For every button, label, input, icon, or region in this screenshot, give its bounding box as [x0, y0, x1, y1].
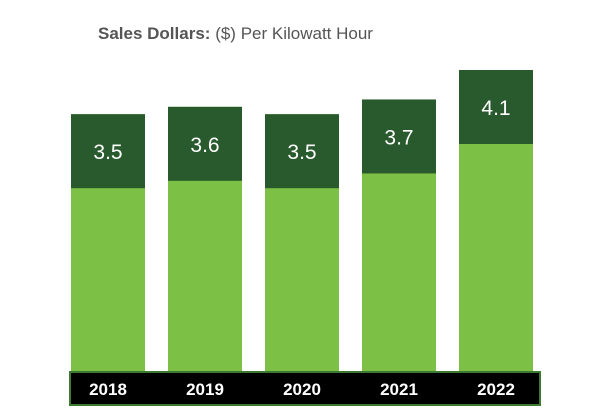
- data-label-2019: 3.6: [190, 134, 219, 157]
- x-axis-labels: 2018 2019 2020 2021 2022: [89, 380, 515, 399]
- data-label-2022: 4.1: [481, 97, 510, 120]
- x-tick-label-2018: 2018: [89, 380, 127, 399]
- x-axis-band: [69, 371, 541, 406]
- x-tick-label-2021: 2021: [380, 380, 418, 399]
- chart-title: Sales Dollars: ($) Per Kilowatt Hour: [98, 24, 373, 44]
- x-tick-label-2019: 2019: [186, 380, 224, 399]
- chart-title-main: Sales Dollars:: [98, 24, 211, 43]
- x-tick-label-2020: 2020: [283, 380, 321, 399]
- bars-group: 3.5 3.6 3.5 3.7 4.1: [71, 70, 533, 373]
- bar-cap-2022: [459, 70, 533, 144]
- data-label-2021: 3.7: [384, 126, 413, 149]
- bar-cap-2018: [71, 114, 145, 189]
- x-tick-label-2022: 2022: [477, 380, 515, 399]
- chart-subtitle: ($) Per Kilowatt Hour: [215, 24, 373, 43]
- bar-cap-2021: [362, 99, 436, 174]
- bar-cap-2019: [168, 106, 242, 181]
- data-label-2018: 3.5: [93, 141, 122, 164]
- bar-cap-2020: [265, 114, 339, 189]
- data-label-2020: 3.5: [287, 141, 316, 164]
